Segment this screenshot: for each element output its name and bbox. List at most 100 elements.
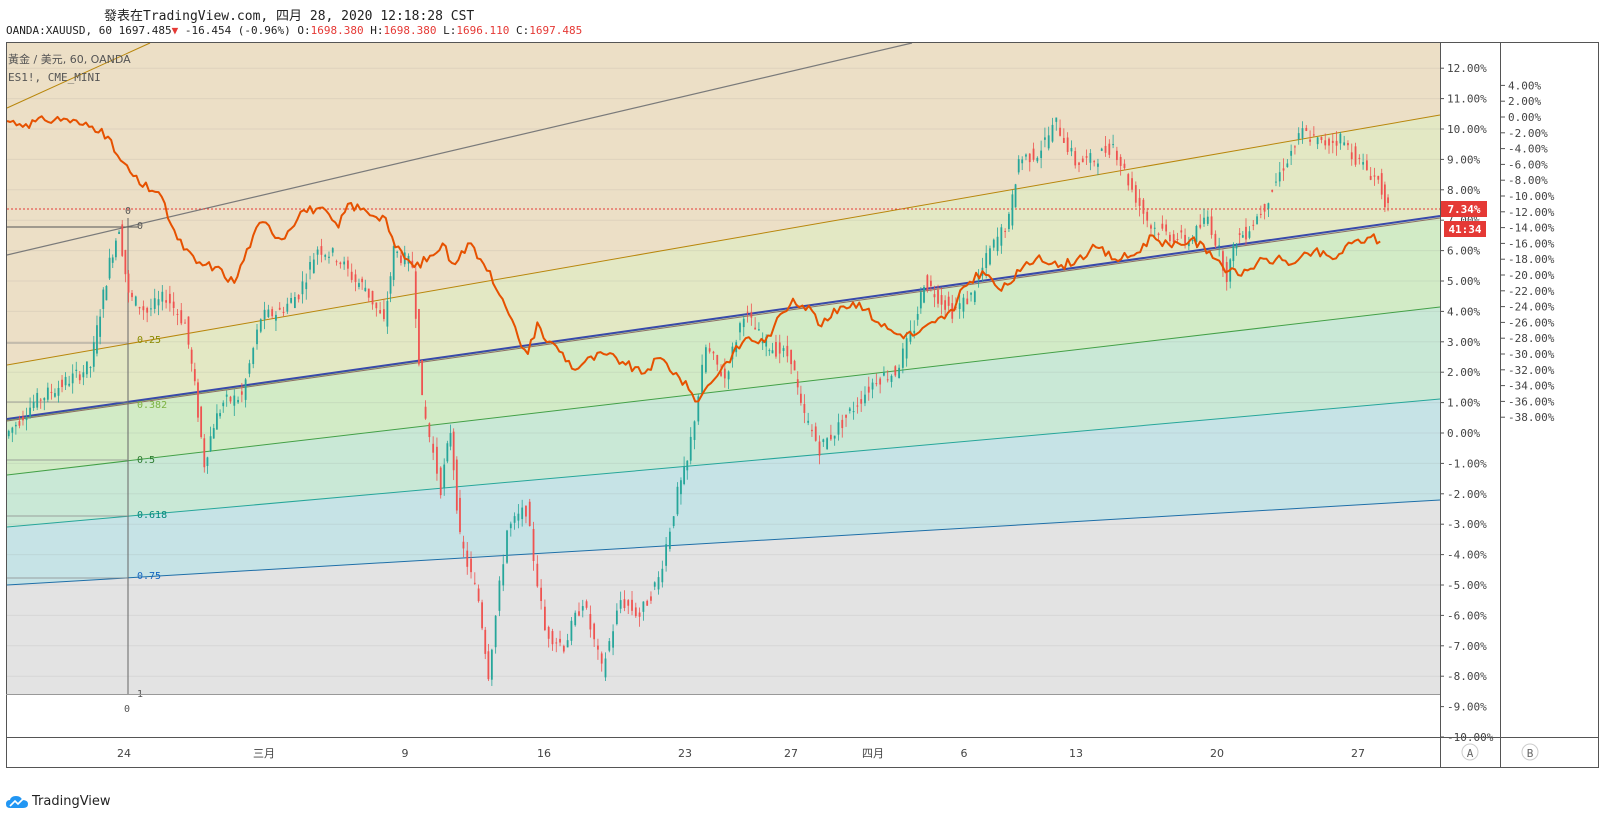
gold-candle-body: [1123, 163, 1126, 169]
fib-label-anchor: 0: [137, 221, 143, 232]
gold-candle-body: [1362, 162, 1365, 165]
tradingview-logo[interactable]: TradingView: [6, 794, 111, 809]
gold-candle-body: [477, 588, 480, 602]
gold-candle-body: [627, 600, 630, 606]
gold-candle-body: [661, 568, 664, 583]
gold-candle-body: [1275, 181, 1277, 183]
axis-b-label: -10.00%: [1508, 190, 1555, 203]
fib-line-0-25: [6, 114, 1441, 366]
gold-candle-body: [909, 330, 912, 342]
gold-candle-body: [424, 406, 427, 419]
gold-candle-body: [57, 387, 60, 396]
gold-candle-body: [532, 528, 535, 561]
gold-candle-body: [521, 507, 524, 520]
gold-candle-body: [498, 580, 501, 611]
axis-a-label: -1.00%: [1447, 457, 1487, 470]
ohlc-close: C:1697.485: [516, 24, 583, 37]
gold-candle-body: [1017, 159, 1020, 173]
gold-candle-body: [134, 296, 137, 306]
gold-candle-body: [933, 294, 936, 298]
gold-candle-body: [452, 431, 455, 471]
gold-candle-body: [837, 422, 840, 435]
symbol-label[interactable]: OANDA:XAUUSD, 60: [6, 24, 112, 37]
gold-candle-body: [1199, 224, 1202, 228]
gold-candle-body: [1301, 128, 1304, 139]
gold-candle-body: [676, 486, 679, 515]
gold-candle-body: [1222, 251, 1224, 271]
gold-candle-body: [339, 262, 342, 265]
legend-gold[interactable]: 黃金 / 美元, 60, OANDA: [8, 52, 131, 66]
gold-candle-body: [1350, 152, 1353, 160]
gold-candle-body: [190, 349, 193, 364]
gold-candle-body: [992, 239, 995, 248]
fib-label: 0: [125, 206, 131, 217]
axis-b-label: -34.00%: [1508, 380, 1555, 393]
gold-candle-body: [926, 275, 929, 291]
gold-candle-body: [761, 340, 764, 344]
gold-candle-body: [86, 361, 88, 375]
gold-candle-body: [428, 423, 431, 438]
gold-candle-body: [64, 376, 67, 386]
gold-candle-body: [1195, 225, 1198, 242]
gold-candle-body: [916, 313, 919, 320]
gold-candle-body: [193, 369, 196, 382]
gold-candle-body: [790, 349, 793, 365]
gold-candle-body: [432, 443, 435, 453]
gold-candle-body: [619, 600, 622, 609]
countdown-badge: 41:34: [1448, 223, 1481, 236]
gold-candle-body: [350, 271, 353, 280]
gold-candle-body: [328, 256, 330, 258]
gold-candle-body: [449, 433, 452, 447]
gold-candle-body: [142, 306, 145, 311]
gold-candle-body: [1339, 133, 1342, 144]
axis-a-label: 8.00%: [1447, 184, 1480, 197]
gold-candle-body: [1119, 156, 1122, 166]
gold-candle-body: [803, 403, 806, 413]
gold-candle-body: [375, 302, 378, 309]
gold-candle-body: [61, 379, 63, 388]
x-tick-label: 27: [1351, 747, 1365, 760]
gold-candle-body: [962, 297, 965, 312]
gold-candle-body: [286, 303, 289, 312]
gold-candle-body: [923, 286, 925, 303]
gold-candle-body: [1093, 161, 1096, 163]
gold-candle-body: [930, 280, 932, 287]
axis-b-label: -16.00%: [1508, 237, 1555, 250]
ohlc-high: H:1698.380: [370, 24, 437, 37]
x-tick-label: 24: [117, 747, 131, 760]
legend-es[interactable]: ES1!, CME_MINI: [8, 71, 101, 84]
gold-candle-body: [131, 292, 133, 298]
gold-candle-body: [219, 413, 221, 417]
gold-candle-body: [108, 257, 111, 279]
gold-candle-body: [683, 466, 686, 485]
axis-b-label: -22.00%: [1508, 285, 1555, 298]
gold-candle-body: [1290, 150, 1293, 156]
gold-candle-body: [1343, 142, 1346, 146]
gold-candle-body: [1161, 223, 1164, 229]
ohlc-low: L:1696.110: [443, 24, 510, 37]
gold-candle-body: [439, 467, 442, 496]
gold-candle-body: [1232, 244, 1235, 262]
gold-candle-body: [1044, 137, 1046, 140]
axis-b-label: -24.00%: [1508, 301, 1555, 314]
cloud-icon: [6, 795, 28, 808]
gold-candle-body: [1305, 127, 1308, 132]
gold-candle-body: [1051, 124, 1054, 142]
gold-candle-body: [1066, 137, 1069, 152]
gold-candle-body: [701, 364, 703, 394]
gold-candle-body: [886, 379, 889, 381]
gold-candle-body: [233, 395, 236, 406]
gold-candle-body: [1365, 160, 1368, 170]
gold-candle-body: [1309, 139, 1311, 142]
gold-candle-body: [650, 596, 652, 601]
gold-candle-body: [256, 329, 258, 345]
gold-candle-body: [455, 459, 458, 511]
gold-candle-body: [562, 645, 565, 652]
axis-b-circle: [1521, 743, 1539, 761]
gold-candle-body: [1000, 227, 1003, 246]
gold-candle-body: [14, 424, 17, 427]
fib-label: 0.25: [137, 335, 161, 346]
gold-candle-body: [547, 627, 550, 639]
gold-candle-body: [1331, 140, 1334, 143]
